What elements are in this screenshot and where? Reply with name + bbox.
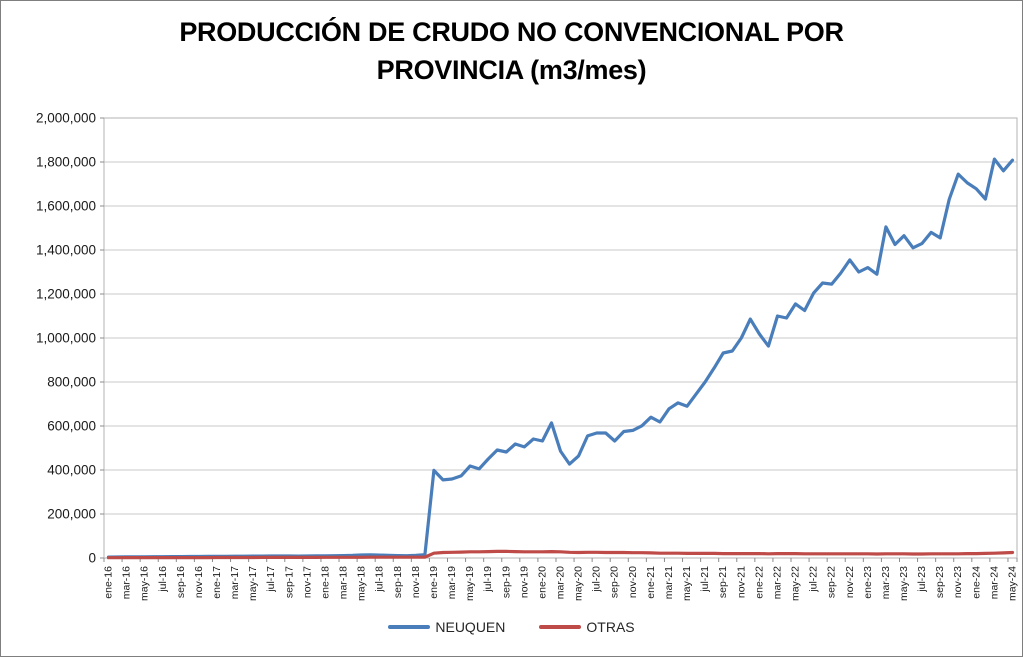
x-tick-label: nov-22 bbox=[844, 566, 856, 598]
x-tick-label: mar-24 bbox=[988, 566, 1000, 599]
x-tick-label: mar-20 bbox=[555, 566, 567, 599]
x-tick-label: sep-20 bbox=[609, 566, 621, 598]
x-tick-label: mar-19 bbox=[446, 566, 458, 599]
x-tick-label: nov-20 bbox=[627, 566, 639, 598]
x-tick-label: mar-22 bbox=[771, 566, 783, 599]
chart-title-line1: PRODUCCIÓN DE CRUDO NO CONVENCIONAL POR bbox=[179, 17, 844, 47]
y-tick-label: 400,000 bbox=[47, 463, 96, 478]
x-tick-label: nov-21 bbox=[735, 566, 747, 598]
y-tick-label: 1,800,000 bbox=[36, 155, 96, 170]
chart-title-line2: PROVINCIA (m3/mes) bbox=[376, 55, 647, 85]
y-tick-label: 600,000 bbox=[47, 419, 96, 434]
x-tick-label: jul-18 bbox=[374, 566, 386, 593]
y-tick-label: 1,600,000 bbox=[36, 199, 96, 214]
y-tick-label: 800,000 bbox=[47, 375, 96, 390]
chart-legend: NEUQUEN OTRAS bbox=[1, 619, 1022, 635]
x-tick-label: mar-18 bbox=[338, 566, 350, 599]
x-tick-label: may-21 bbox=[681, 566, 693, 601]
x-tick-label: sep-18 bbox=[392, 566, 404, 598]
x-tick-label: jul-23 bbox=[916, 566, 928, 593]
x-tick-label: ene-18 bbox=[319, 566, 331, 599]
x-tick-label: jul-20 bbox=[591, 566, 603, 593]
x-tick-label: may-23 bbox=[898, 566, 910, 601]
x-tick-label: sep-22 bbox=[826, 566, 838, 598]
x-tick-label: mar-17 bbox=[229, 566, 241, 599]
x-tick-label: nov-18 bbox=[410, 566, 422, 598]
x-tick-label: sep-21 bbox=[717, 566, 729, 598]
x-tick-label: may-24 bbox=[1006, 566, 1018, 601]
x-tick-label: jul-19 bbox=[482, 566, 494, 593]
series-line-otras bbox=[106, 549, 1015, 560]
y-tick-label: 1,200,000 bbox=[36, 287, 96, 302]
otras-line-swatch bbox=[539, 625, 582, 629]
x-tick-label: may-20 bbox=[573, 566, 585, 601]
x-tick-label: mar-16 bbox=[121, 566, 133, 599]
x-tick-label: may-22 bbox=[790, 566, 802, 601]
x-tick-label: ene-24 bbox=[970, 566, 982, 599]
x-tick-label: ene-23 bbox=[862, 566, 874, 599]
x-tick-label: ene-17 bbox=[211, 566, 223, 599]
otras-legend-label: OTRAS bbox=[586, 619, 635, 635]
x-tick-label: jul-16 bbox=[157, 566, 169, 593]
y-tick-label: 2,000,000 bbox=[36, 111, 96, 126]
x-tick-label: jul-21 bbox=[699, 566, 711, 593]
x-tick-label: may-16 bbox=[139, 566, 151, 601]
x-tick-label: ene-20 bbox=[536, 566, 548, 599]
neuquen-line-swatch bbox=[388, 625, 431, 629]
x-tick-label: nov-19 bbox=[518, 566, 530, 598]
y-tick-label: 0 bbox=[88, 551, 96, 566]
y-tick-label: 200,000 bbox=[47, 507, 96, 522]
x-tick-label: mar-23 bbox=[880, 566, 892, 599]
x-tick-label: may-17 bbox=[247, 566, 259, 601]
y-tick-label: 1,400,000 bbox=[36, 243, 96, 258]
series-line-neuquen bbox=[106, 157, 1015, 559]
x-tick-label: sep-17 bbox=[283, 566, 295, 598]
x-tick-label: jul-22 bbox=[808, 566, 820, 593]
x-tick-label: nov-23 bbox=[952, 566, 964, 598]
x-tick-label: sep-19 bbox=[500, 566, 512, 598]
x-tick-label: ene-19 bbox=[428, 566, 440, 599]
x-tick-label: ene-22 bbox=[753, 566, 765, 599]
x-tick-label: ene-21 bbox=[645, 566, 657, 599]
x-tick-label: may-19 bbox=[464, 566, 476, 601]
x-tick-label: sep-16 bbox=[175, 566, 187, 598]
legend-item-otras: OTRAS bbox=[539, 619, 635, 635]
y-tick-label: 1,000,000 bbox=[36, 331, 96, 346]
x-tick-label: jul-17 bbox=[265, 566, 277, 593]
x-tick-label: nov-16 bbox=[193, 566, 205, 598]
x-tick-label: nov-17 bbox=[301, 566, 313, 598]
x-tick-label: ene-16 bbox=[103, 566, 115, 599]
x-tick-label: sep-23 bbox=[934, 566, 946, 598]
legend-item-neuquen: NEUQUEN bbox=[388, 619, 505, 635]
chart-title: PRODUCCIÓN DE CRUDO NO CONVENCIONAL POR … bbox=[1, 13, 1022, 89]
neuquen-legend-label: NEUQUEN bbox=[435, 619, 506, 635]
x-tick-label: mar-21 bbox=[663, 566, 675, 599]
x-tick-label: may-18 bbox=[356, 566, 368, 601]
